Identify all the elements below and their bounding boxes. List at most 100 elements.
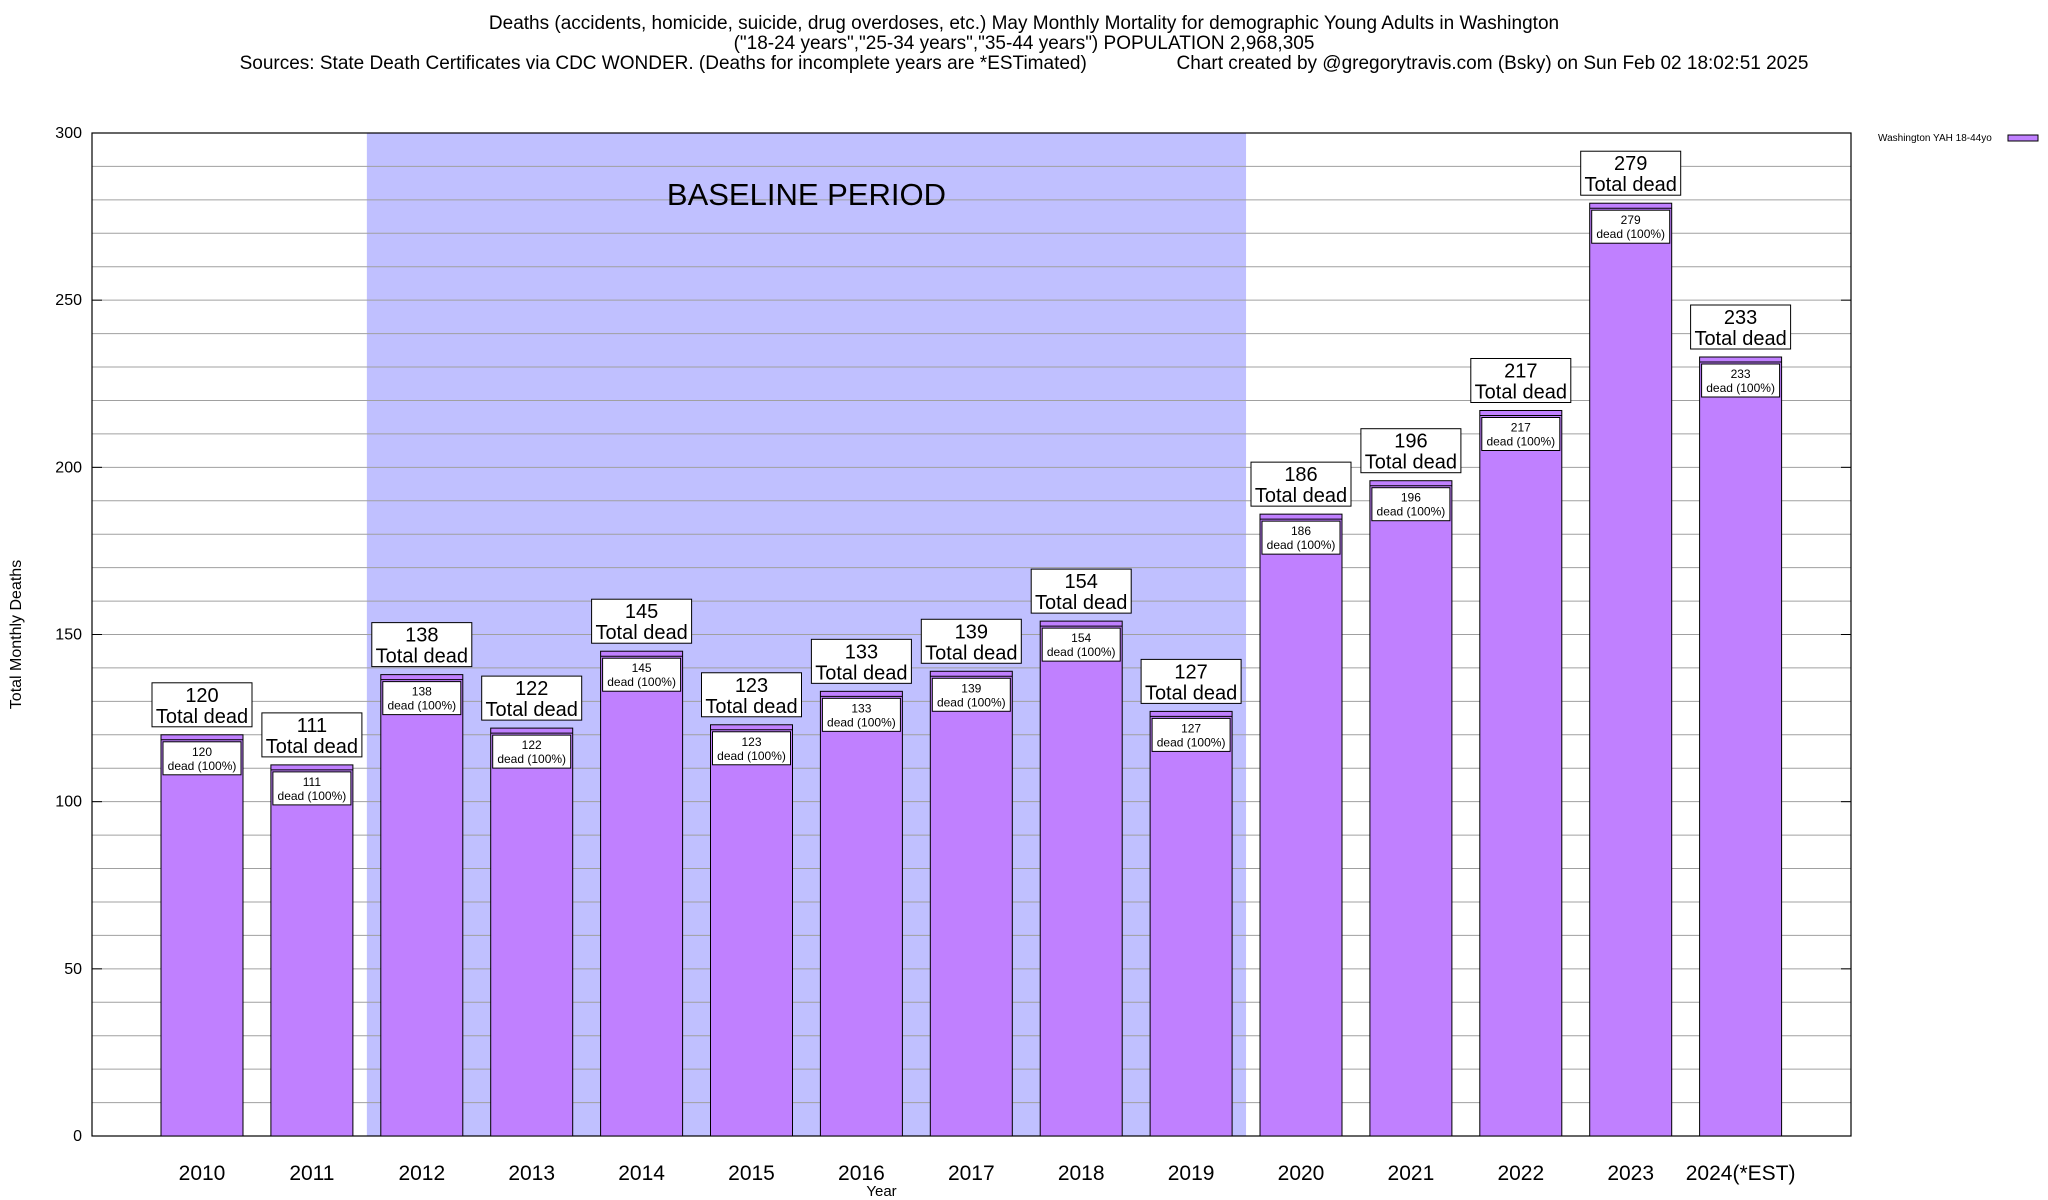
bar-inner-value: 154: [1071, 631, 1091, 645]
bar-outer-label: Total dead: [925, 642, 1017, 664]
bar-inner-value: 111: [303, 775, 322, 789]
bar-outer-label: Total dead: [376, 646, 468, 668]
bar-inner-value: 233: [1731, 367, 1751, 381]
x-tick-label: 2012: [398, 1162, 445, 1185]
bar-inner-value: 127: [1181, 721, 1201, 735]
bar-inner-label-box: [162, 741, 242, 776]
bar: [600, 650, 684, 1137]
y-tick-label: 100: [55, 794, 82, 811]
bar-inner-label-box: [1371, 487, 1451, 522]
bar-outer-label: Total dead: [815, 662, 907, 684]
bar-outer-value: 279: [1614, 153, 1647, 175]
bar-inner-label-box: [602, 657, 682, 692]
baseline-period-label: BASELINE PERIOD: [667, 177, 946, 212]
x-tick-label: 2010: [179, 1162, 226, 1185]
title-line-2: ("18-24 years","25-34 years","35-44 year…: [733, 33, 1315, 54]
title-line-1: Deaths (accidents, homicide, suicide, dr…: [488, 13, 1560, 34]
bar-inner-value: 122: [522, 738, 542, 752]
bar-inner-label-box: [1041, 627, 1121, 662]
x-tick-label: 2024(*EST): [1686, 1162, 1796, 1185]
bar-inner-label-box: [712, 731, 791, 766]
bar-outer-label-box: [920, 618, 1022, 664]
y-tick-label: 250: [55, 292, 82, 309]
y-tick-label: 300: [55, 125, 82, 142]
bar-outer-label-box: [810, 638, 912, 684]
bar-inner-label: dead (100%): [1706, 381, 1775, 395]
x-axis-label: Year: [866, 1183, 896, 1200]
bar-inner-value: 217: [1511, 420, 1531, 434]
bar: [1149, 710, 1233, 1137]
bar-outer-value: 111: [297, 715, 327, 737]
bar: [1589, 202, 1673, 1137]
x-tick-label: 2020: [1278, 1162, 1325, 1185]
bar-inner-value: 133: [851, 701, 871, 715]
bar-outer-label-box: [1030, 568, 1132, 614]
bar-inner-label-box: [492, 734, 572, 769]
bar: [1699, 356, 1783, 1137]
bar-outer-label: Total dead: [156, 706, 248, 728]
bar: [1479, 409, 1563, 1137]
legend: Washington YAH 18-44yo: [1878, 133, 2039, 144]
bar-outer-value: 120: [185, 685, 218, 707]
bar-outer-value: 122: [515, 678, 548, 700]
x-tick-label: 2018: [1058, 1162, 1105, 1185]
bar-outer-value: 145: [625, 601, 658, 623]
x-tick-label: 2013: [508, 1162, 555, 1185]
bar-outer-label: Total dead: [486, 699, 578, 721]
x-tick-label: 2022: [1497, 1162, 1544, 1185]
y-axis: 0 50 100 150 200 250 300: [55, 125, 1851, 1145]
bar-outer-value: 186: [1284, 464, 1317, 486]
bar-outer-label: Total dead: [705, 696, 797, 718]
y-tick-label: 150: [55, 627, 82, 644]
bar: [1369, 480, 1453, 1137]
bar-outer-label: Total dead: [1475, 381, 1567, 403]
bar-outer-label-box: [1580, 150, 1682, 196]
bar-inner-value: 123: [741, 735, 761, 749]
y-tick-label: 200: [55, 459, 82, 476]
bar-inner-value: 279: [1621, 213, 1641, 227]
bar-outer-label-box: [591, 598, 693, 644]
x-tick-label: 2019: [1168, 1162, 1215, 1185]
bar-outer-label-box: [1140, 658, 1242, 704]
bar-outer-label-box: [371, 622, 473, 668]
bar-inner-value: 186: [1291, 524, 1311, 538]
bar: [929, 670, 1013, 1137]
x-tick-label: 2014: [618, 1162, 665, 1185]
bar-inner-label: dead (100%): [607, 675, 676, 689]
bar-outer-label-box: [701, 672, 802, 718]
bar-outer-label-box: [481, 675, 583, 721]
bar-outer-label: Total dead: [595, 622, 687, 644]
bar-inner-label: dead (100%): [1267, 538, 1336, 552]
bar-outer-label: Total dead: [1694, 328, 1786, 350]
bar-outer-label: Total dead: [266, 736, 358, 758]
bar-inner-value: 196: [1401, 491, 1421, 505]
bar-inner-label-box: [272, 771, 352, 806]
legend-swatch: [2007, 134, 2039, 142]
bar-outer-label-box: [261, 712, 363, 758]
x-tick-label: 2017: [948, 1162, 995, 1185]
bar-inner-label-box: [821, 697, 901, 732]
legend-label: Washington YAH 18-44yo: [1878, 133, 1992, 144]
bar-inner-label-box: [1151, 717, 1231, 752]
y-tick-label: 0: [73, 1128, 82, 1145]
bar-inner-value: 139: [961, 681, 981, 695]
x-tick-label: 2016: [838, 1162, 885, 1185]
x-tick-label: 2015: [728, 1162, 775, 1185]
bar: [819, 690, 903, 1137]
y-tick-label: 50: [64, 961, 82, 978]
bar-outer-value: 154: [1065, 571, 1098, 593]
bar-outer-label-box: [1470, 357, 1572, 403]
bar-inner-label: dead (100%): [168, 759, 237, 773]
